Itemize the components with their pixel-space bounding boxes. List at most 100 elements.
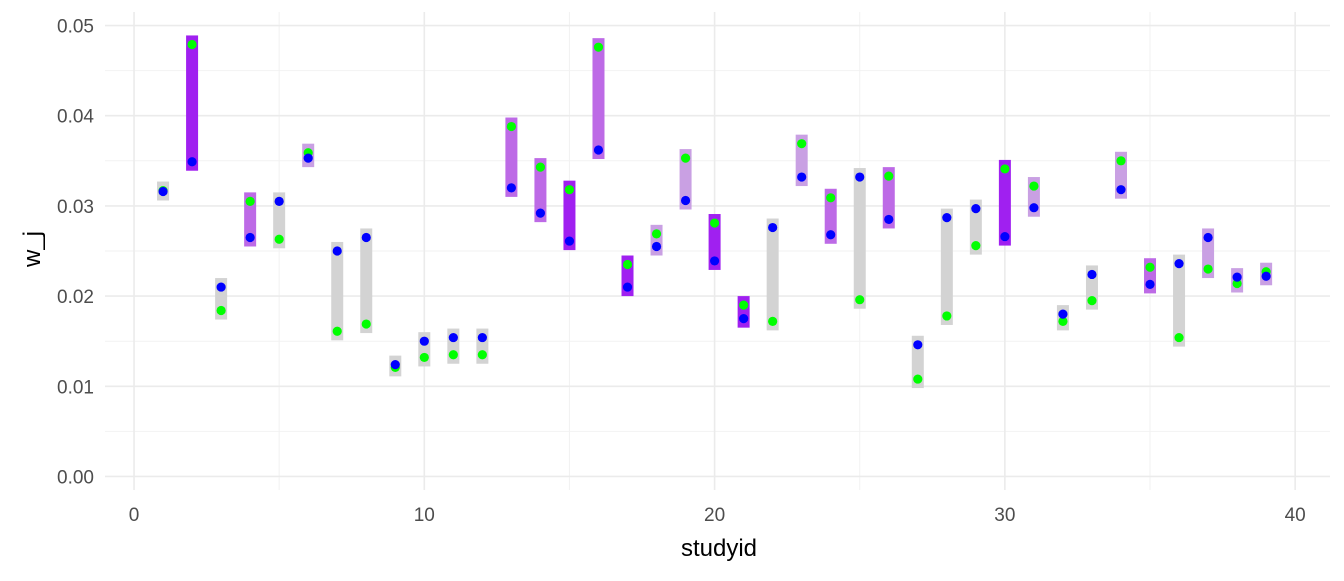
x-tick-label: 20 xyxy=(704,505,725,526)
y-tick-label: 0.04 xyxy=(57,107,94,128)
range-bar xyxy=(534,158,547,223)
blue-point xyxy=(1116,185,1126,195)
blue-point xyxy=(1000,231,1010,242)
x-tick-label: 0 xyxy=(129,505,140,526)
y-tick-label: 0.05 xyxy=(57,17,94,38)
blue-point xyxy=(448,332,458,343)
data-points xyxy=(158,39,1271,384)
range-bar xyxy=(824,188,837,244)
blue-point xyxy=(158,186,168,197)
blue-point xyxy=(593,145,604,155)
x-tick-label: 30 xyxy=(994,505,1015,526)
green-point xyxy=(564,185,575,195)
green-point xyxy=(1029,181,1039,191)
blue-point xyxy=(332,246,342,256)
blue-point xyxy=(245,232,255,243)
blue-point xyxy=(477,332,487,343)
x-tick-label: 10 xyxy=(414,505,435,526)
blue-point xyxy=(1261,271,1271,281)
blue-point xyxy=(651,241,662,252)
green-point xyxy=(709,218,720,228)
range-bar xyxy=(331,241,344,341)
x-axis-title: studyid xyxy=(681,535,757,562)
y-tick-label: 0.02 xyxy=(57,287,94,308)
range-bar xyxy=(273,192,286,249)
green-point xyxy=(768,316,778,326)
blue-point xyxy=(709,256,720,266)
range-bar xyxy=(505,117,518,197)
blue-point xyxy=(1029,203,1039,213)
blue-point xyxy=(1232,272,1242,282)
blue-point xyxy=(1145,279,1155,289)
blue-point xyxy=(913,340,923,350)
green-point xyxy=(1116,156,1126,166)
y-tick-label: 0.00 xyxy=(57,467,94,488)
green-point xyxy=(739,300,749,310)
range-bar xyxy=(360,228,373,334)
y-axis-title: w_j xyxy=(19,231,46,268)
x-tick-label: 40 xyxy=(1285,505,1306,526)
range-bar xyxy=(998,159,1011,246)
blue-point xyxy=(884,214,894,225)
y-tick-label: 0.03 xyxy=(57,197,94,218)
green-point xyxy=(361,319,371,329)
green-point xyxy=(797,139,807,149)
green-point xyxy=(855,295,865,305)
green-point xyxy=(1145,262,1155,272)
blue-point xyxy=(768,222,778,233)
green-point xyxy=(622,259,633,270)
y-tick-label: 0.01 xyxy=(57,377,94,398)
range-bar xyxy=(186,35,199,171)
blue-point xyxy=(187,157,197,167)
blue-point xyxy=(390,360,400,370)
green-point xyxy=(477,350,487,360)
green-point xyxy=(274,234,284,244)
blue-point xyxy=(564,236,575,246)
blue-point xyxy=(797,172,807,182)
blue-point xyxy=(680,195,691,206)
green-point xyxy=(971,240,981,251)
grid xyxy=(105,12,1330,490)
blue-point xyxy=(739,314,749,324)
range-bar xyxy=(969,199,982,255)
green-point xyxy=(506,121,516,132)
green-point xyxy=(826,193,836,203)
range-bar xyxy=(679,149,692,210)
green-point xyxy=(1000,164,1010,174)
blue-point xyxy=(506,183,516,193)
range-bar xyxy=(708,214,721,270)
blue-point xyxy=(826,230,836,240)
green-point xyxy=(448,350,458,360)
range-bar xyxy=(795,134,808,187)
range-bar xyxy=(940,208,953,325)
green-point xyxy=(1232,278,1242,289)
blue-point xyxy=(1087,269,1097,280)
green-point xyxy=(1087,296,1097,306)
blue-point xyxy=(1203,232,1213,243)
blue-point xyxy=(622,282,633,292)
blue-point xyxy=(303,153,313,163)
blue-point xyxy=(419,336,429,346)
blue-point xyxy=(971,204,981,214)
green-point xyxy=(651,229,662,239)
range-bar xyxy=(563,180,576,251)
green-point xyxy=(884,171,894,181)
blue-point xyxy=(1174,259,1184,269)
green-point xyxy=(1174,332,1184,343)
range-bar xyxy=(853,168,866,309)
blue-point xyxy=(361,232,371,243)
blue-point xyxy=(1058,309,1068,319)
green-point xyxy=(245,196,255,206)
green-point xyxy=(187,39,197,50)
green-point xyxy=(942,311,952,321)
green-point xyxy=(332,326,342,336)
range-bar xyxy=(592,38,605,160)
blue-point xyxy=(535,208,546,218)
green-point xyxy=(1203,264,1213,274)
green-point xyxy=(593,42,604,52)
green-point xyxy=(1058,316,1068,326)
green-point xyxy=(216,305,226,316)
range-bar xyxy=(1173,254,1186,347)
